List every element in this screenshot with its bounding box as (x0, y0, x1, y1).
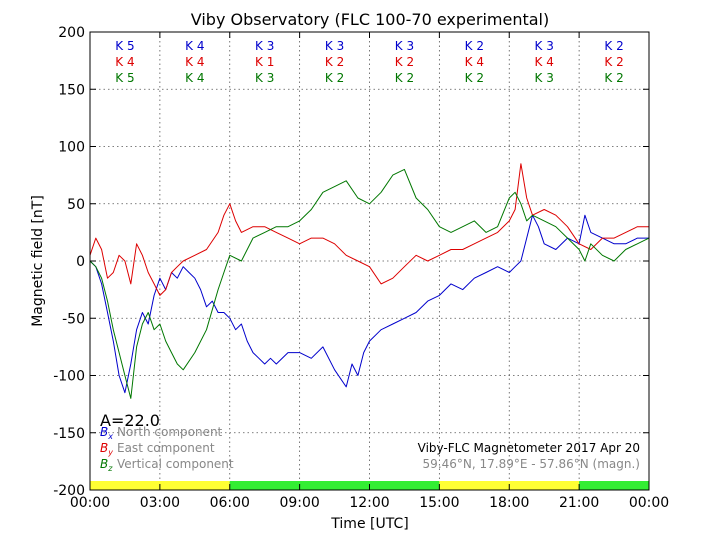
k-index-label: K 3 (395, 39, 414, 53)
x-tick-label: 21:00 (559, 495, 599, 511)
k-index-label: K 2 (325, 55, 344, 69)
k-index-label: K 3 (535, 39, 554, 53)
x-tick-label: 09:00 (279, 495, 319, 511)
y-tick-label: -150 (53, 426, 85, 442)
k-index-label: K 4 (185, 71, 204, 85)
k-index-label: K 2 (604, 39, 623, 53)
x-tick-label: 06:00 (210, 495, 250, 511)
y-axis-ticks: -200 -150 -100 -50 0 50 100 150 200 (53, 25, 649, 499)
series-line-x (89, 214, 649, 394)
a-index: A=22.0 (100, 411, 160, 430)
x-axis-ticks: 00:00 03:00 06:00 09:00 12:00 15:00 18:00 21:00… (70, 32, 669, 511)
info-line-2: 59.46°N, 17.89°E - 57.86°N (magn.) (423, 457, 640, 471)
k-index-label: K 3 (255, 39, 274, 53)
y-tick-label: 200 (58, 25, 85, 41)
k-index-label: K 1 (255, 55, 274, 69)
legend-label: East component (117, 441, 215, 455)
legend-label: Vertical component (117, 457, 234, 471)
k-index-label: K 2 (465, 39, 484, 53)
y-tick-label: 0 (76, 254, 85, 270)
activity-segment (579, 481, 649, 490)
y-tick-label: 150 (58, 82, 85, 98)
legend-symbol: By (100, 441, 113, 457)
legend-label: North component (117, 425, 223, 439)
k-index-label: K 2 (604, 55, 623, 69)
y-tick-label: -200 (53, 483, 85, 499)
k-index-label: K 5 (115, 39, 134, 53)
legend-symbol: Bz (100, 457, 113, 473)
x-tick-label: 15:00 (419, 495, 459, 511)
series-lines (89, 163, 650, 399)
k-index-label: K 2 (604, 71, 623, 85)
grid-lines (90, 32, 649, 490)
info-line-1: Viby-FLC Magnetometer 2017 Apr 20 (418, 441, 640, 455)
chart-title: Viby Observatory (FLC 100-70 experimenta… (191, 10, 550, 29)
y-tick-label: 50 (67, 197, 85, 213)
k-index-label: K 3 (255, 71, 274, 85)
x-axis-label: Time [UTC] (330, 516, 408, 532)
x-tick-label: 00:00 (629, 495, 669, 511)
k-index-label: K 4 (115, 55, 134, 69)
legend-subscript: y (107, 448, 113, 457)
y-tick-label: 100 (58, 140, 85, 156)
k-index-label: K 2 (465, 71, 484, 85)
y-tick-label: -50 (62, 311, 85, 327)
x-tick-label: 00:00 (70, 495, 110, 511)
activity-segment (229, 481, 440, 490)
k-index-label: K 2 (395, 71, 414, 85)
k-index-label: K 5 (115, 71, 134, 85)
y-tick-label: -100 (53, 369, 85, 385)
x-tick-label: 18:00 (489, 495, 529, 511)
series-line-z (89, 168, 650, 399)
k-index-label: K 4 (535, 55, 554, 69)
k-index-label: K 2 (395, 55, 414, 69)
legend-subscript: z (107, 464, 113, 473)
k-index-label: K 4 (185, 55, 204, 69)
k-index-label: K 3 (535, 71, 554, 85)
x-tick-label: 12:00 (349, 495, 389, 511)
k-index-label: K 4 (465, 55, 484, 69)
k-index-label: K 4 (185, 39, 204, 53)
k-index-table: K 5 K 4 K 3 K 3 K 3 K 2 K 3 K 2 K 4 K 4 K 1 K 2 K 2 K… (115, 39, 623, 85)
x-tick-label: 03:00 (140, 495, 180, 511)
k-index-label: K 3 (325, 39, 344, 53)
legend-subscript: x (107, 432, 113, 441)
y-axis-label: Magnetic field [nT] (30, 195, 46, 327)
k-index-label: K 2 (325, 71, 344, 85)
